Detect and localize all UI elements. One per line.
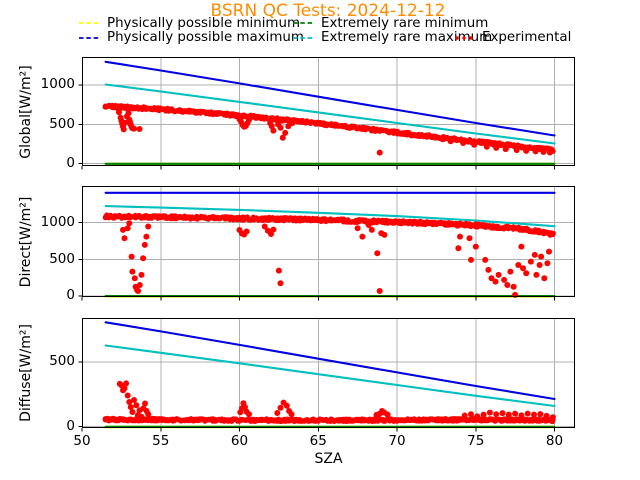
y-tick-label: 0 <box>66 155 75 172</box>
y-axis-label-direct: Direct[W/m²] <box>18 196 34 287</box>
legend-item-extremely-rare-minimum: Extremely rare minimum <box>292 15 488 31</box>
dashed-line-icon <box>293 22 315 24</box>
legend-item-physically-possible-minimum: Physically possible minimum <box>78 15 300 31</box>
x-tick-label: 65 <box>309 433 327 449</box>
x-tick-label: 75 <box>467 433 485 449</box>
y-tick-label: 1000 <box>40 214 75 231</box>
x-tick-label: 55 <box>152 433 170 449</box>
chart-title: BSRN QC Tests: 2024-12-12 <box>210 1 446 21</box>
legend-item-extremely-rare-maximum: Extremely rare maximum <box>292 30 492 46</box>
x-tick-label: 70 <box>388 433 406 449</box>
x-tick-label: 80 <box>545 433 564 449</box>
y-tick-label: 500 <box>49 250 75 267</box>
y-tick-label: 500 <box>49 115 75 132</box>
legend-item-physically-possible-maximum: Physically possible maximum <box>78 30 304 46</box>
x-axis-label: SZA <box>314 451 343 467</box>
x-tick-label: 50 <box>73 433 91 449</box>
y-tick-label: 500 <box>49 353 75 370</box>
legend-label: Extremely rare minimum <box>321 15 489 31</box>
dotted-line-icon <box>455 35 473 40</box>
panel-global: Global[W/m²] 0 500 1000 <box>0 57 640 171</box>
legend-label: Extremely rare maximum <box>321 30 493 45</box>
legend-item-experimental: Experimental <box>453 30 571 46</box>
legend-label: Experimental <box>482 30 572 45</box>
global-plot-area <box>78 57 575 170</box>
legend-label: Physically possible maximum <box>107 30 304 45</box>
y-tick-label: 0 <box>66 287 75 304</box>
legend-label: Physically possible minimum <box>107 15 301 31</box>
dashed-line-icon <box>79 36 101 39</box>
panel-direct: Direct[W/m²] 0 500 1000 <box>0 186 640 303</box>
y-axis-label-diffuse: Diffuse[W/m²] <box>18 324 34 422</box>
dashed-line-icon <box>79 22 101 24</box>
direct-plot-area <box>78 186 575 301</box>
diffuse-plot-area <box>78 318 575 432</box>
y-axis-label-global: Global[W/m²] <box>18 64 34 159</box>
x-tick-label: 60 <box>230 433 249 449</box>
panel-diffuse: Diffuse[W/m²] 0 500 50 55 60 65 70 75 80 <box>0 318 640 449</box>
dashed-line-icon <box>293 36 315 39</box>
y-tick-label: 1000 <box>40 76 75 93</box>
y-tick-label: 0 <box>66 418 75 434</box>
